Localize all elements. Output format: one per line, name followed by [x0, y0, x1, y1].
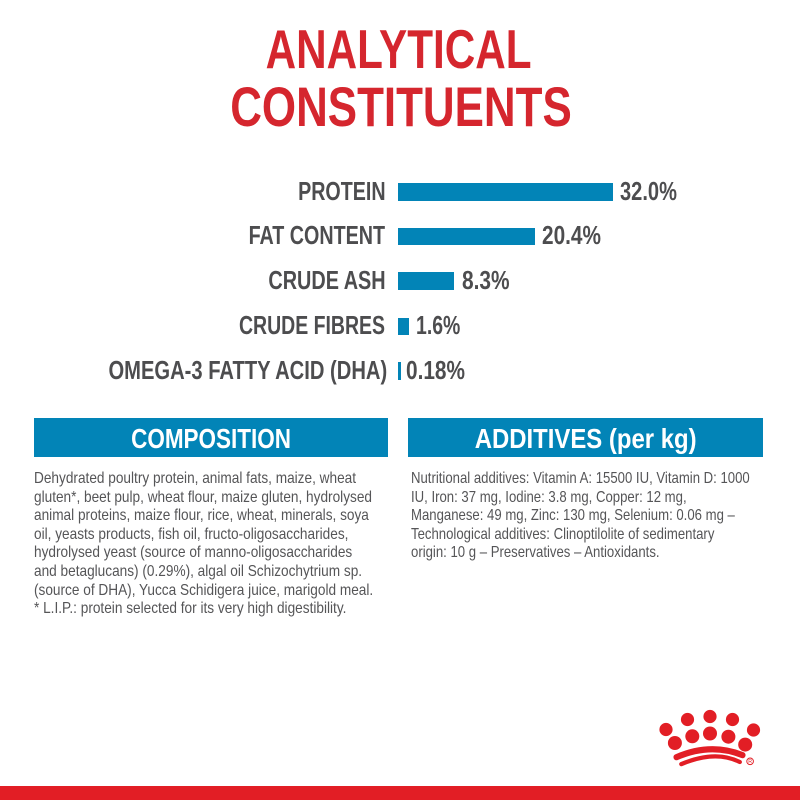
- svg-text:R: R: [748, 759, 752, 765]
